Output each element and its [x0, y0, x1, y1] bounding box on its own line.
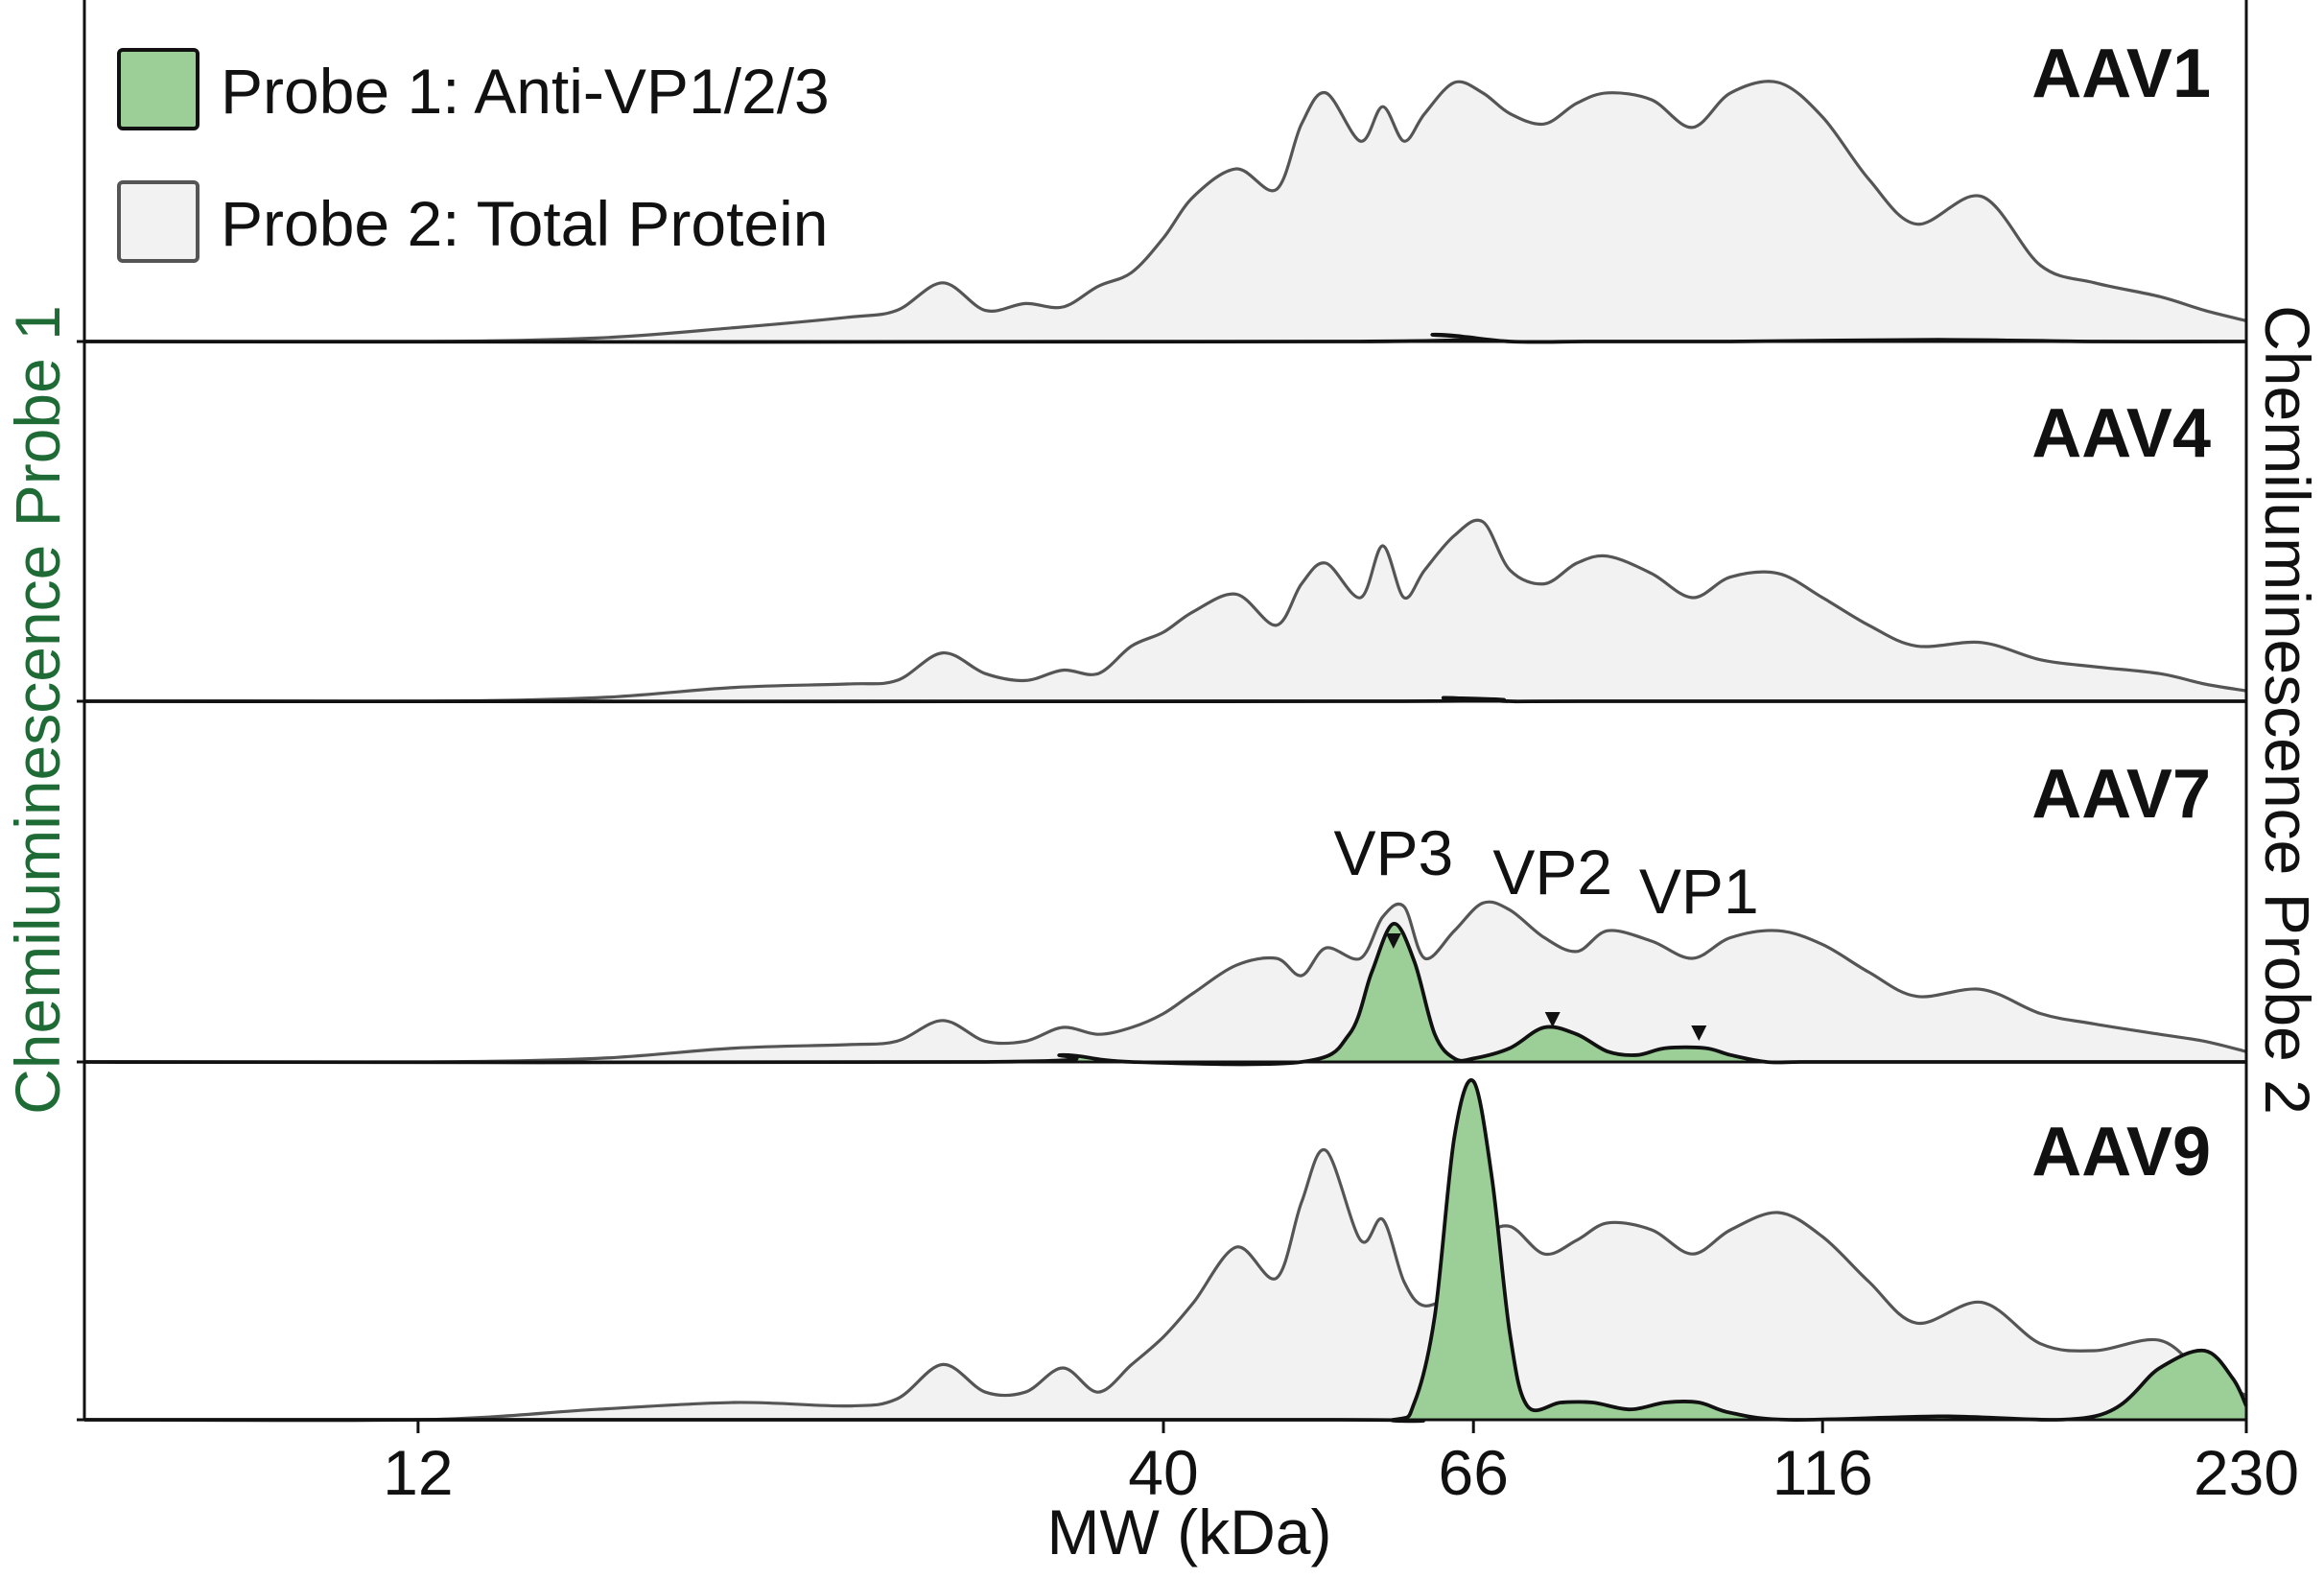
chart-axes	[82, 0, 2248, 1422]
y-axis-left-label: Chemiluminescence Probe 1	[2, 305, 73, 1115]
panel-title-aav7: AAV7	[2031, 756, 2211, 833]
annotation-arrow-vp1	[1691, 1025, 1707, 1041]
panel-aav7: AAV7 VP3 VP2 VP1	[77, 756, 2247, 1067]
probe2-line-aav7	[83, 900, 2247, 1064]
x-ticks: 12 40 66 116 230	[383, 1420, 2299, 1508]
probe2-area-aav4	[84, 520, 2246, 702]
legend-swatch-probe1	[117, 48, 200, 130]
x-tick-label-116: 116	[1772, 1437, 1873, 1508]
probe2-area-aav1	[84, 81, 2246, 342]
panel-aav1: AAV1	[77, 35, 2247, 344]
annotation-arrow-vp2	[1544, 1012, 1561, 1027]
legend-label-probe1: Probe 1: Anti-VP1/2/3	[221, 56, 830, 127]
annotation-vp3: VP3	[1333, 817, 1453, 888]
probe2-area-aav7	[84, 902, 2246, 1063]
annotation-vp2: VP2	[1492, 837, 1612, 907]
panel-title-aav1: AAV1	[2031, 35, 2211, 112]
x-tick-label-66: 66	[1439, 1437, 1509, 1508]
legend: Probe 1: Anti-VP1/2/3 Probe 2: Total Pro…	[117, 48, 830, 263]
probe2-line-aav4	[83, 518, 2247, 703]
x-tick-label-40: 40	[1128, 1437, 1198, 1508]
x-tick-label-12: 12	[383, 1437, 453, 1508]
probe2-line-aav9	[83, 1147, 2247, 1423]
probe2-line-aav1	[83, 80, 2247, 343]
panel-aav9: AAV9	[77, 1078, 2248, 1424]
panel-aav4: AAV4	[77, 395, 2247, 704]
panel-title-aav4: AAV4	[2031, 395, 2211, 472]
probe2-area-aav9	[84, 1149, 2246, 1421]
y-axis-right-label: Chemiluminescence Probe 2	[2252, 305, 2323, 1115]
legend-label-probe2: Probe 2: Total Protein	[221, 188, 829, 259]
annotation-vp1: VP1	[1639, 856, 1759, 927]
legend-swatch-probe2	[117, 180, 200, 263]
panel-title-aav9: AAV9	[2031, 1114, 2211, 1190]
annotation-arrow-vp3	[1385, 933, 1401, 949]
x-tick-label-230: 230	[2194, 1437, 2299, 1508]
x-axis-label: MW (kDa)	[1047, 1497, 1332, 1567]
